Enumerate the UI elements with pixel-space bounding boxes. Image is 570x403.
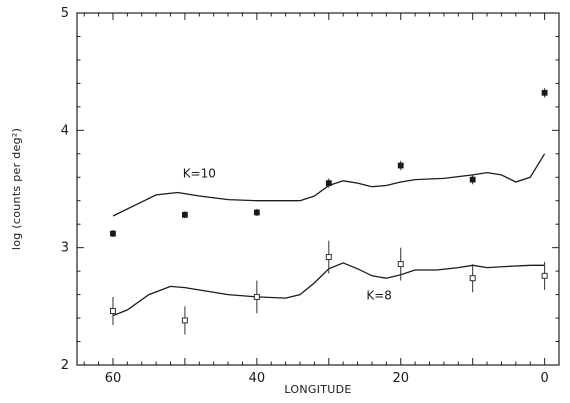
model-line-k-10 [112,153,546,217]
data-point-k-10 [469,176,476,183]
axis-tick-labels: 60 40 20 0 2 3 4 5 [61,6,549,386]
x-tick-label: 0 [540,371,548,386]
x-axis-label: LONGITUDE [284,383,351,396]
data-point-k-10 [253,209,260,216]
y-tick-label: 5 [61,6,69,21]
y-tick-label: 4 [61,123,69,138]
x-tick-label: 40 [249,371,266,386]
data-point-k-8 [181,317,188,324]
data-point-k-10 [397,162,404,169]
data-point-k-8 [253,293,260,300]
axis-ticks [77,12,559,366]
data-point-k-10 [541,89,548,96]
series-annotation: K=10 [183,166,216,180]
y-axis-label: log (counts per deg²) [10,128,23,250]
annotations: K=10 K=8 [183,166,392,302]
data-point-k-8 [325,254,332,261]
data-point-k-10 [182,211,188,218]
data-point-k-10 [110,230,116,237]
data-point-k-10 [325,180,332,187]
y-tick-label: 2 [61,358,69,373]
data-points [109,88,548,335]
data-point-k-8 [469,275,476,282]
y-tick-label: 3 [61,241,69,256]
x-tick-label: 60 [105,371,122,386]
data-point-k-8 [397,261,404,268]
series-annotation: K=8 [366,288,392,302]
model-lines [112,153,546,317]
data-point-k-8 [109,308,116,315]
data-point-k-8 [541,272,548,279]
plot-frame [76,12,560,366]
x-tick-label: 20 [392,371,409,386]
